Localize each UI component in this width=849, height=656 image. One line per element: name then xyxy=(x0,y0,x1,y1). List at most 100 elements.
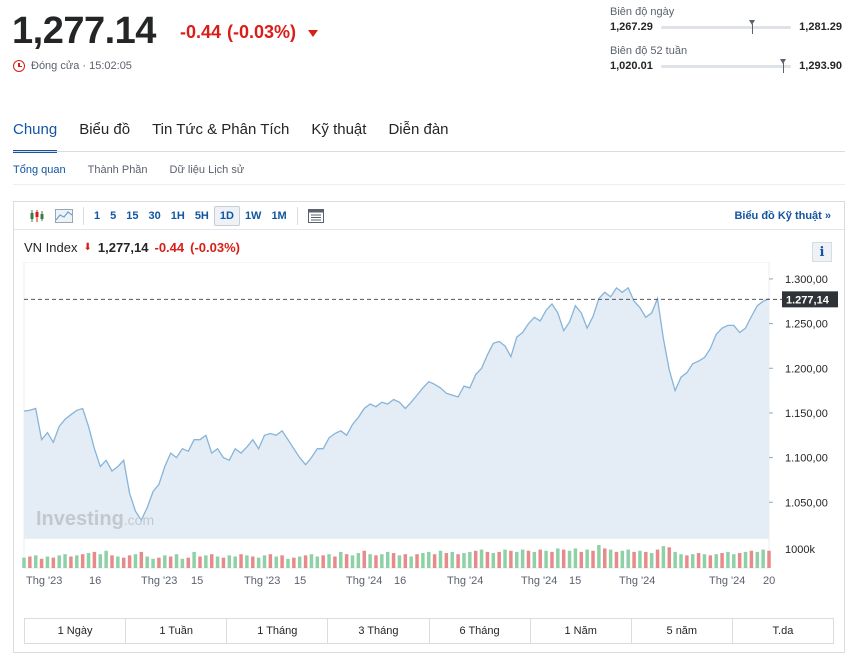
volume-bar xyxy=(755,551,760,568)
price-area-fill xyxy=(24,287,769,538)
volume-bar xyxy=(397,555,402,568)
toolbar-separator xyxy=(296,206,298,225)
period-3-months[interactable]: 3 Tháng xyxy=(328,619,430,643)
subtab-historical-data[interactable]: Dữ liệu Lịch sử xyxy=(169,164,245,176)
volume-bar xyxy=(204,555,208,568)
volume-bar xyxy=(57,555,61,568)
volume-bar xyxy=(479,549,484,568)
interval-1h[interactable]: 1H xyxy=(170,209,185,222)
closed-time: Đóng cửa · 15:02:05 xyxy=(31,60,132,72)
subtabs-divider xyxy=(13,184,845,185)
volume-bar xyxy=(110,555,114,568)
volume-bar xyxy=(86,553,91,568)
main-tabs: Chung Biểu đồ Tin Tức & Phân Tích Kỹ thu… xyxy=(13,121,449,153)
volume-bar xyxy=(696,553,701,568)
technical-chart-link[interactable]: Biểu đồ Kỹ thuật » xyxy=(734,209,831,222)
x-tick-label: Thg '24 xyxy=(619,575,655,587)
volume-bar xyxy=(702,554,707,568)
volume-bar xyxy=(92,551,97,568)
chart-legend: VN Index ⬇ 1,277,14 -0.44 (-0.03%) xyxy=(24,240,240,255)
volume-bar xyxy=(303,555,308,568)
volume-bar xyxy=(151,558,155,568)
interval-1w[interactable]: 1W xyxy=(244,209,262,222)
volume-bar xyxy=(385,551,390,568)
volume-bar xyxy=(280,555,284,568)
day-range-label: Biên độ ngày xyxy=(610,6,675,18)
volume-bar xyxy=(315,556,320,568)
volume-bar xyxy=(292,557,296,568)
period-5-years[interactable]: 5 năm xyxy=(632,619,733,643)
last-price: 1,277.14 xyxy=(12,10,156,52)
tab-technical[interactable]: Kỹ thuật xyxy=(311,121,367,138)
price-line xyxy=(23,286,770,522)
week52-range-bar xyxy=(660,58,792,73)
volume-bar xyxy=(98,554,103,568)
volume-bar xyxy=(503,549,507,568)
volume-bar xyxy=(603,548,607,568)
volume-bar xyxy=(732,554,736,568)
area-chart-icon[interactable] xyxy=(50,206,78,226)
subtab-summary[interactable]: Tổng quan xyxy=(13,164,66,176)
tab-overview[interactable]: Chung xyxy=(13,121,58,153)
tab-forum[interactable]: Diễn đàn xyxy=(388,121,449,138)
last-value-badge xyxy=(782,291,838,308)
volume-bar xyxy=(75,555,79,568)
tab-chart[interactable]: Biểu đồ xyxy=(79,121,131,138)
week52-range-high: 1,293.90 xyxy=(799,60,842,72)
volume-bar xyxy=(403,554,408,568)
volume-bar xyxy=(192,551,196,568)
subtab-components[interactable]: Thành Phần xyxy=(87,164,148,176)
volume-bar xyxy=(761,549,765,568)
day-range-marker xyxy=(749,19,756,34)
interval-1d[interactable]: 1D xyxy=(213,205,240,226)
x-tick-label: Thg '24 xyxy=(346,575,382,587)
interval-5h[interactable]: 5H xyxy=(194,209,209,222)
table-view-icon[interactable] xyxy=(303,206,329,226)
day-range-high: 1,281.29 xyxy=(799,21,842,33)
volume-bar xyxy=(708,555,713,568)
volume-bar xyxy=(644,551,648,568)
period-1-month[interactable]: 1 Tháng xyxy=(227,619,329,643)
x-tick-label: 15 xyxy=(294,575,306,587)
volume-bar xyxy=(444,553,449,568)
volume-bar xyxy=(163,555,167,568)
price-change: -0.44 (-0.03%) xyxy=(180,22,319,43)
volume-bar xyxy=(767,550,771,568)
volume-bar xyxy=(215,556,220,568)
volume-bar xyxy=(626,549,630,568)
interval-30m[interactable]: 30 xyxy=(148,209,161,222)
interval-5m[interactable]: 5 xyxy=(110,209,117,222)
volume-bar xyxy=(333,556,337,568)
volume-bar xyxy=(614,551,619,568)
interval-15m[interactable]: 15 xyxy=(126,209,139,222)
info-button[interactable]: i xyxy=(812,242,832,262)
x-tick-label: Thg '24 xyxy=(447,575,483,587)
interval-1mo[interactable]: 1M xyxy=(271,209,287,222)
candlestick-chart-icon[interactable] xyxy=(24,206,50,226)
volume-bar xyxy=(526,550,531,568)
price-chart[interactable]: 1.300,00 1.250,00 1.200,00 1.150,00 1.100,00… xyxy=(14,262,844,592)
toolbar-separator xyxy=(83,206,84,225)
volume-bar xyxy=(69,556,73,568)
period-1-year[interactable]: 1 Năm xyxy=(531,619,632,643)
legend-down-arrow-icon: ⬇ xyxy=(83,242,92,253)
y-tick-label: 1.050,00 xyxy=(785,497,828,509)
volume-bar xyxy=(45,556,50,568)
volume-bar xyxy=(28,556,32,568)
volume-bar xyxy=(690,554,695,568)
volume-bar xyxy=(556,548,560,568)
volume-bar xyxy=(415,554,419,568)
tabs-divider xyxy=(13,151,845,152)
interval-1m[interactable]: 1 xyxy=(94,209,101,222)
x-tick-label: 15 xyxy=(191,575,203,587)
volume-bar xyxy=(620,550,625,568)
tab-news-analysis[interactable]: Tin Tức & Phân Tích xyxy=(152,121,290,138)
market-status: Đóng cửa · 15:02:05 xyxy=(13,60,132,72)
volume-bar xyxy=(649,553,654,568)
period-1-week[interactable]: 1 Tuần xyxy=(126,619,228,643)
period-6-months[interactable]: 6 Tháng xyxy=(430,619,531,643)
period-max[interactable]: T.da xyxy=(772,625,794,637)
period-1-day[interactable]: 1 Ngày xyxy=(25,619,127,643)
x-tick-label: Thg '23 xyxy=(141,575,177,587)
volume-bar xyxy=(432,554,437,568)
